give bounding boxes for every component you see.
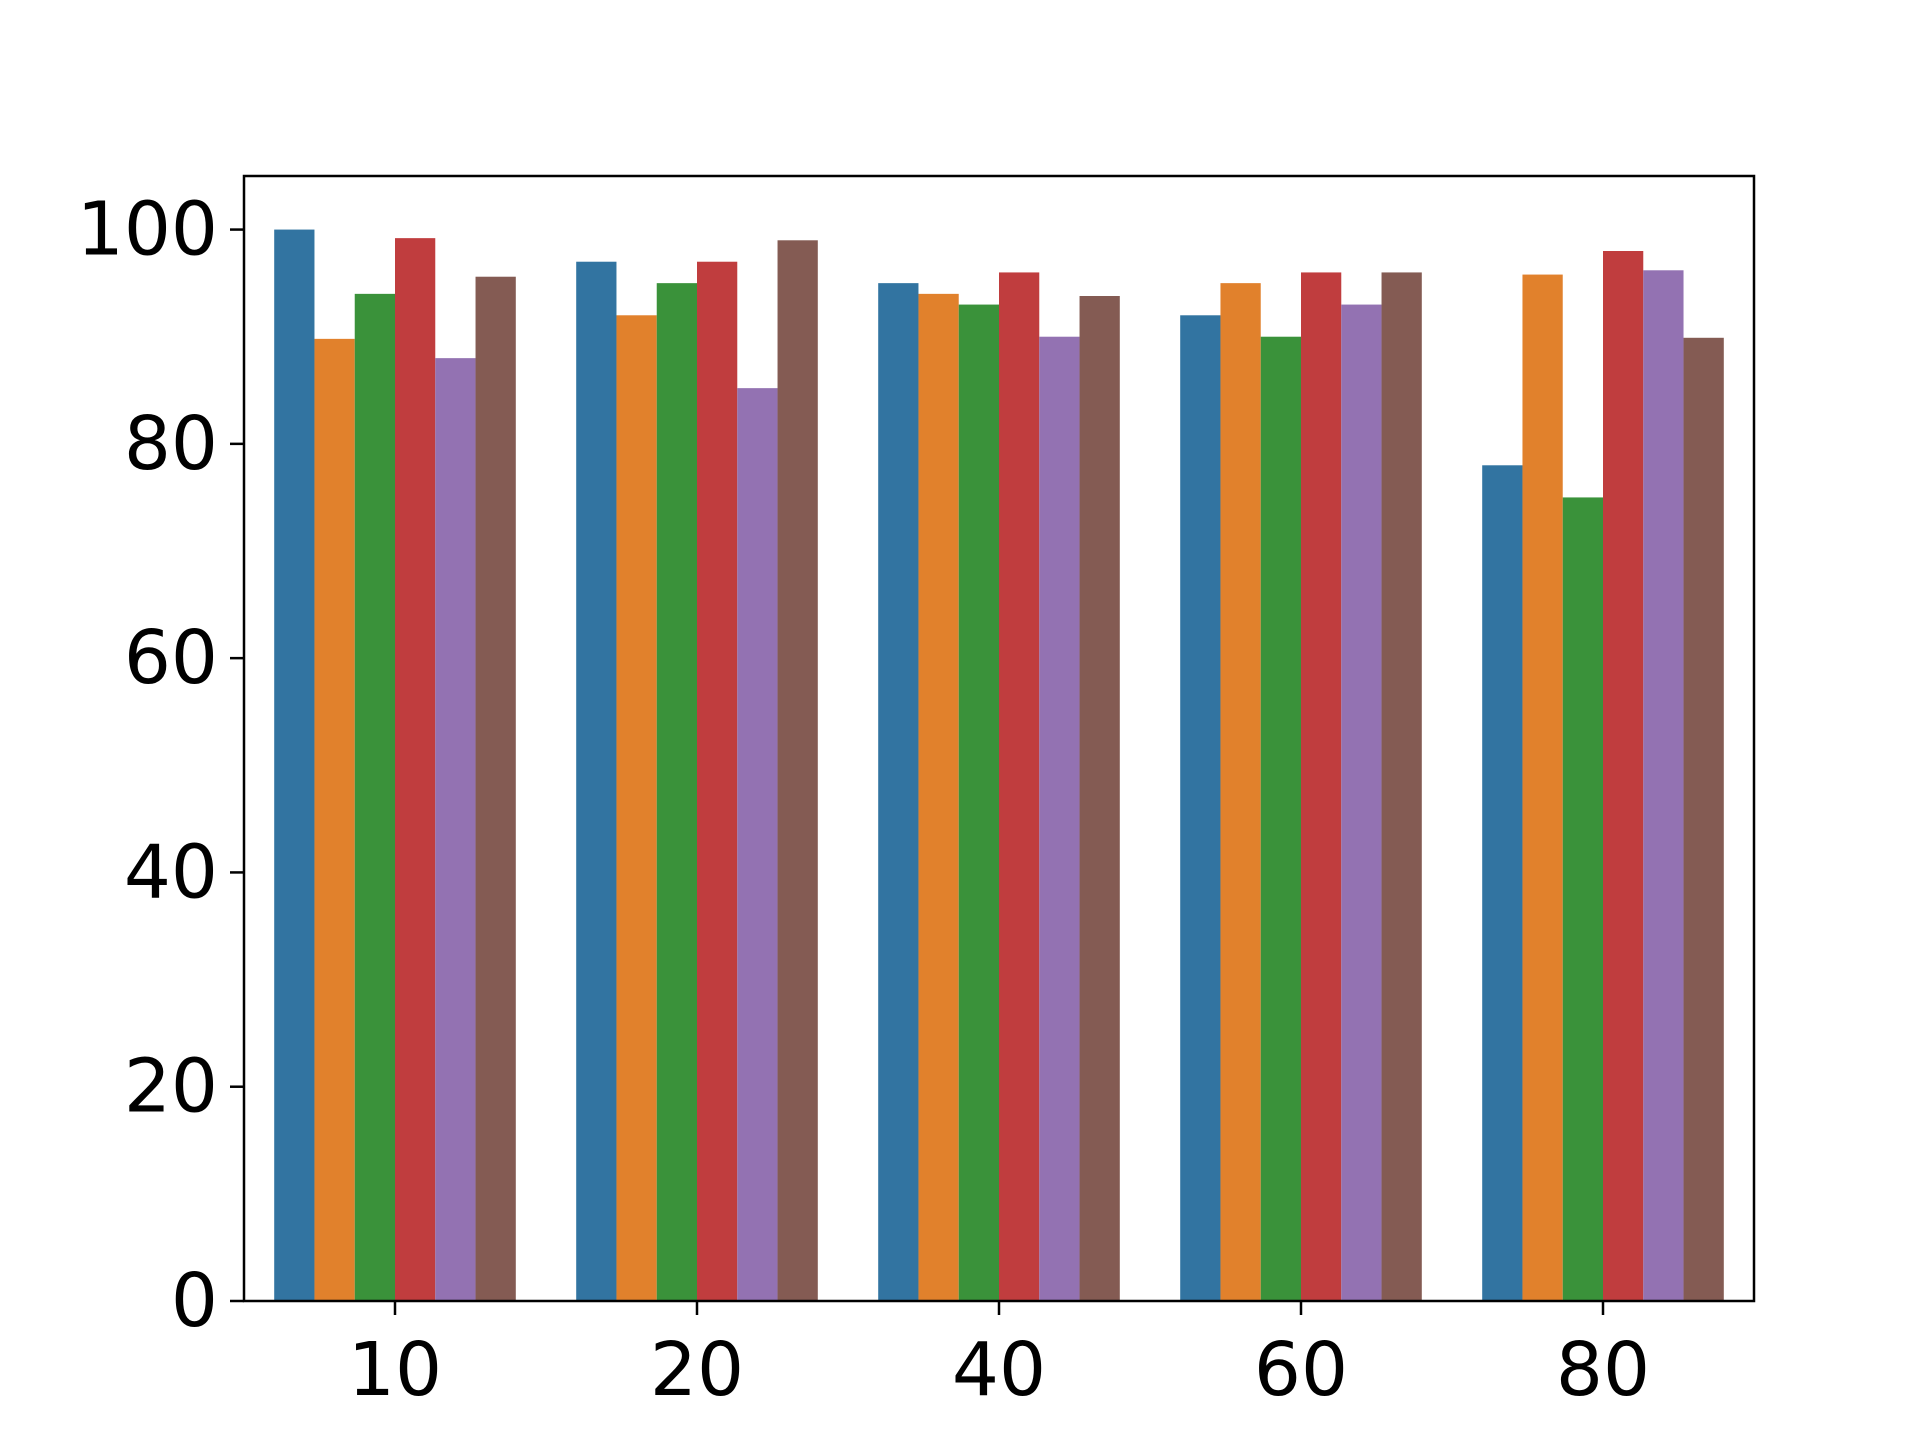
bar-series-3-10 <box>354 293 395 1301</box>
bar-series-4-60 <box>1301 272 1342 1301</box>
bar-series-3-80 <box>1562 497 1603 1301</box>
bar-series-2-40 <box>918 293 959 1301</box>
bar-series-1-20 <box>576 261 617 1301</box>
y-tick-label: 80 <box>124 401 218 487</box>
x-tick-label: 10 <box>348 1327 442 1413</box>
bar-series-1-60 <box>1180 315 1221 1301</box>
bars-layer <box>274 229 1724 1302</box>
bar-series-5-40 <box>1039 336 1080 1301</box>
bar-series-1-10 <box>274 229 315 1302</box>
bar-series-3-40 <box>958 304 999 1302</box>
y-tick-label: 100 <box>77 187 218 273</box>
x-tick-label: 60 <box>1254 1327 1348 1413</box>
x-tick-label: 40 <box>952 1327 1046 1413</box>
bar-series-6-10 <box>475 276 516 1301</box>
y-tick-label: 60 <box>124 615 218 701</box>
bar-series-3-60 <box>1260 336 1301 1301</box>
bar-series-5-60 <box>1341 304 1382 1302</box>
bar-series-4-40 <box>999 272 1040 1301</box>
bar-series-5-80 <box>1643 270 1684 1302</box>
x-axis: 10 20 40 60 80 <box>348 1301 1650 1413</box>
y-tick-label: 40 <box>124 829 218 915</box>
bar-series-1-80 <box>1482 465 1523 1301</box>
bar-series-6-40 <box>1079 296 1120 1301</box>
x-tick-label: 20 <box>650 1327 744 1413</box>
bar-series-2-60 <box>1220 283 1261 1302</box>
bar-series-6-60 <box>1381 272 1422 1301</box>
bar-series-6-20 <box>777 240 818 1301</box>
bar-series-4-20 <box>697 261 738 1301</box>
bar-series-1-40 <box>878 283 919 1302</box>
y-tick-label: 20 <box>124 1044 218 1130</box>
y-axis: 0 20 40 60 80 100 <box>77 187 244 1344</box>
bar-series-6-80 <box>1683 337 1724 1301</box>
bar-series-4-80 <box>1603 251 1644 1301</box>
bar-series-2-20 <box>616 315 657 1301</box>
bar-series-5-10 <box>435 358 476 1302</box>
bar-series-2-80 <box>1522 274 1563 1302</box>
bar-series-3-20 <box>656 283 697 1302</box>
y-tick-label: 0 <box>171 1258 218 1344</box>
bar-series-4-10 <box>395 238 436 1302</box>
bar-series-5-20 <box>737 388 778 1302</box>
bar-series-2-10 <box>314 338 355 1301</box>
x-tick-label: 80 <box>1556 1327 1650 1413</box>
